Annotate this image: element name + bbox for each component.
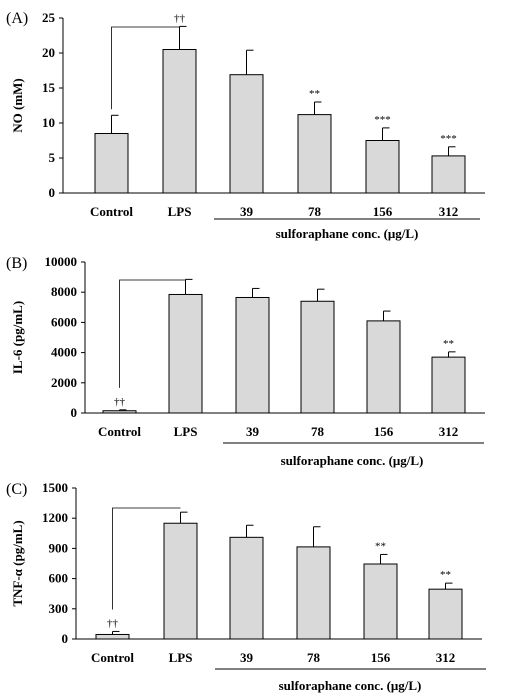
y-tick-label: 0 <box>49 185 56 200</box>
y-tick-label: 15 <box>42 80 56 95</box>
y-tick-label: 0 <box>62 631 69 646</box>
significance-annotation: ** <box>440 569 451 581</box>
y-tick-label: 10000 <box>45 254 78 269</box>
x-tick-label: Control <box>90 204 133 219</box>
y-tick-label: 0 <box>71 405 78 420</box>
comparison-bracket <box>119 279 186 388</box>
x-tick-label: LPS <box>169 650 193 665</box>
x-tick-label: 78 <box>311 424 325 439</box>
bar <box>95 633 130 640</box>
bar <box>431 155 466 194</box>
y-tick-label: 25 <box>42 10 56 25</box>
x-tick-label: 156 <box>373 204 393 219</box>
y-axis-label: NO (mM) <box>10 78 25 133</box>
bar <box>162 49 197 194</box>
x-tick-label: 312 <box>436 650 456 665</box>
significance-annotation: *** <box>374 114 391 126</box>
bar <box>363 563 398 640</box>
y-tick-label: 4000 <box>51 345 77 360</box>
y-tick-label: 20 <box>42 45 55 60</box>
group-label: sulforaphane conc. (μg/L) <box>279 678 422 693</box>
x-tick-label: Control <box>98 424 141 439</box>
significance-annotation: ** <box>309 88 320 100</box>
x-tick-label: LPS <box>168 204 192 219</box>
y-tick-label: 1500 <box>42 480 68 495</box>
bar <box>365 140 400 194</box>
y-tick-label: 2000 <box>51 375 77 390</box>
panel-label: (A) <box>6 10 28 27</box>
bar <box>102 410 137 414</box>
x-tick-label: Control <box>91 650 134 665</box>
significance-annotation: †† <box>114 396 126 408</box>
bar <box>163 522 198 640</box>
bar <box>229 74 264 194</box>
x-tick-label: LPS <box>174 424 198 439</box>
y-tick-label: 10 <box>42 115 55 130</box>
y-tick-label: 8000 <box>51 284 77 299</box>
comparison-bracket <box>111 26 180 110</box>
bar <box>428 588 463 640</box>
y-tick-label: 600 <box>49 571 69 586</box>
bar <box>235 296 270 414</box>
x-tick-label: 39 <box>246 424 260 439</box>
significance-annotation: ** <box>443 338 454 350</box>
x-tick-label: 156 <box>374 424 394 439</box>
chart-panel-3: (C) 0 300 600 900 1200 1500 TNF-α (pg/mL) †† Cont… <box>6 480 486 693</box>
bar <box>366 320 401 414</box>
y-tick-label: 900 <box>49 540 69 555</box>
x-tick-label: 39 <box>240 650 254 665</box>
significance-annotation: †† <box>174 12 186 24</box>
y-tick-label: 1200 <box>42 510 68 525</box>
x-tick-label: 39 <box>240 204 254 219</box>
bar <box>94 133 129 194</box>
bar <box>229 536 264 640</box>
y-tick-label: 300 <box>49 601 69 616</box>
group-label: sulforaphane conc. (μg/L) <box>276 226 419 241</box>
significance-annotation: ** <box>375 540 386 552</box>
bar <box>431 356 466 414</box>
y-axis-label: IL-6 (pg/mL) <box>10 301 25 374</box>
bar <box>168 293 203 414</box>
chart-panel-1: (A) 0 5 10 15 20 25 NO (mM) Control †† LPS 39 ** 78 **… <box>6 10 485 241</box>
comparison-bracket <box>112 507 181 610</box>
chart-panel-2: (B) 0 2000 4000 6000 8000 10000 IL-6 (pg/mL) †† C… <box>6 254 485 468</box>
panel-label: (B) <box>6 255 27 272</box>
x-tick-label: 78 <box>308 204 322 219</box>
y-tick-label: 6000 <box>51 314 77 329</box>
bar <box>300 300 335 414</box>
panel-label: (C) <box>6 481 27 498</box>
y-tick-label: 5 <box>49 150 56 165</box>
y-axis-label: TNF-α (pg/mL) <box>10 520 25 606</box>
x-tick-label: 78 <box>307 650 321 665</box>
bar <box>297 114 332 194</box>
significance-annotation: *** <box>440 133 457 145</box>
group-label: sulforaphane conc. (μg/L) <box>281 453 424 468</box>
significance-annotation: †† <box>107 617 119 629</box>
x-tick-label: 312 <box>439 204 459 219</box>
bar <box>296 546 331 640</box>
x-tick-label: 156 <box>371 650 391 665</box>
x-tick-label: 312 <box>439 424 459 439</box>
